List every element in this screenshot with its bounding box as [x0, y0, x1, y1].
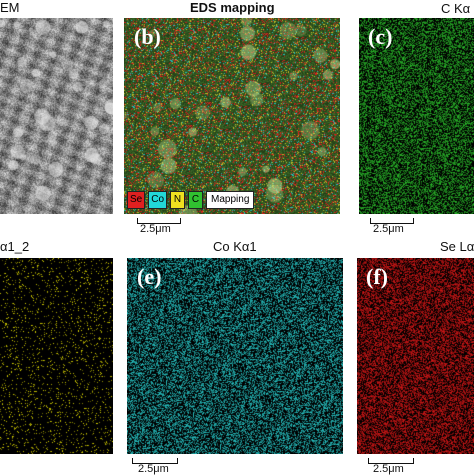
carbon-map-label: C Kα — [441, 1, 471, 16]
legend-n: N — [170, 191, 186, 209]
panel-letter-b: (b) — [134, 24, 161, 49]
selenium-map-label: Se Lα — [440, 239, 474, 254]
element-legend: Se Co N C Mapping — [127, 191, 255, 209]
nitrogen-map-label: α1_2 — [0, 239, 30, 254]
sem-label: EM — [0, 0, 20, 15]
cobalt-map-label: Co Kα1 — [213, 239, 257, 254]
carbon-map-panel: (c) — [359, 18, 474, 214]
nitrogen-map-panel — [0, 258, 113, 454]
legend-se: Se — [127, 191, 146, 209]
sem-image-panel — [0, 18, 113, 214]
eds-overlay-panel: (b) — [124, 18, 340, 214]
eds-mapping-label: EDS mapping — [190, 0, 275, 15]
panel-letter-e: (e) — [137, 264, 162, 289]
legend-co: Co — [148, 191, 168, 209]
cobalt-map-panel: (e) — [127, 258, 343, 454]
selenium-map-panel: (f) — [357, 258, 474, 454]
legend-mapping: Mapping — [206, 191, 255, 209]
panel-letter-f: (f) — [366, 264, 388, 289]
legend-c: C — [188, 191, 204, 209]
panel-letter-c: (c) — [368, 24, 393, 49]
